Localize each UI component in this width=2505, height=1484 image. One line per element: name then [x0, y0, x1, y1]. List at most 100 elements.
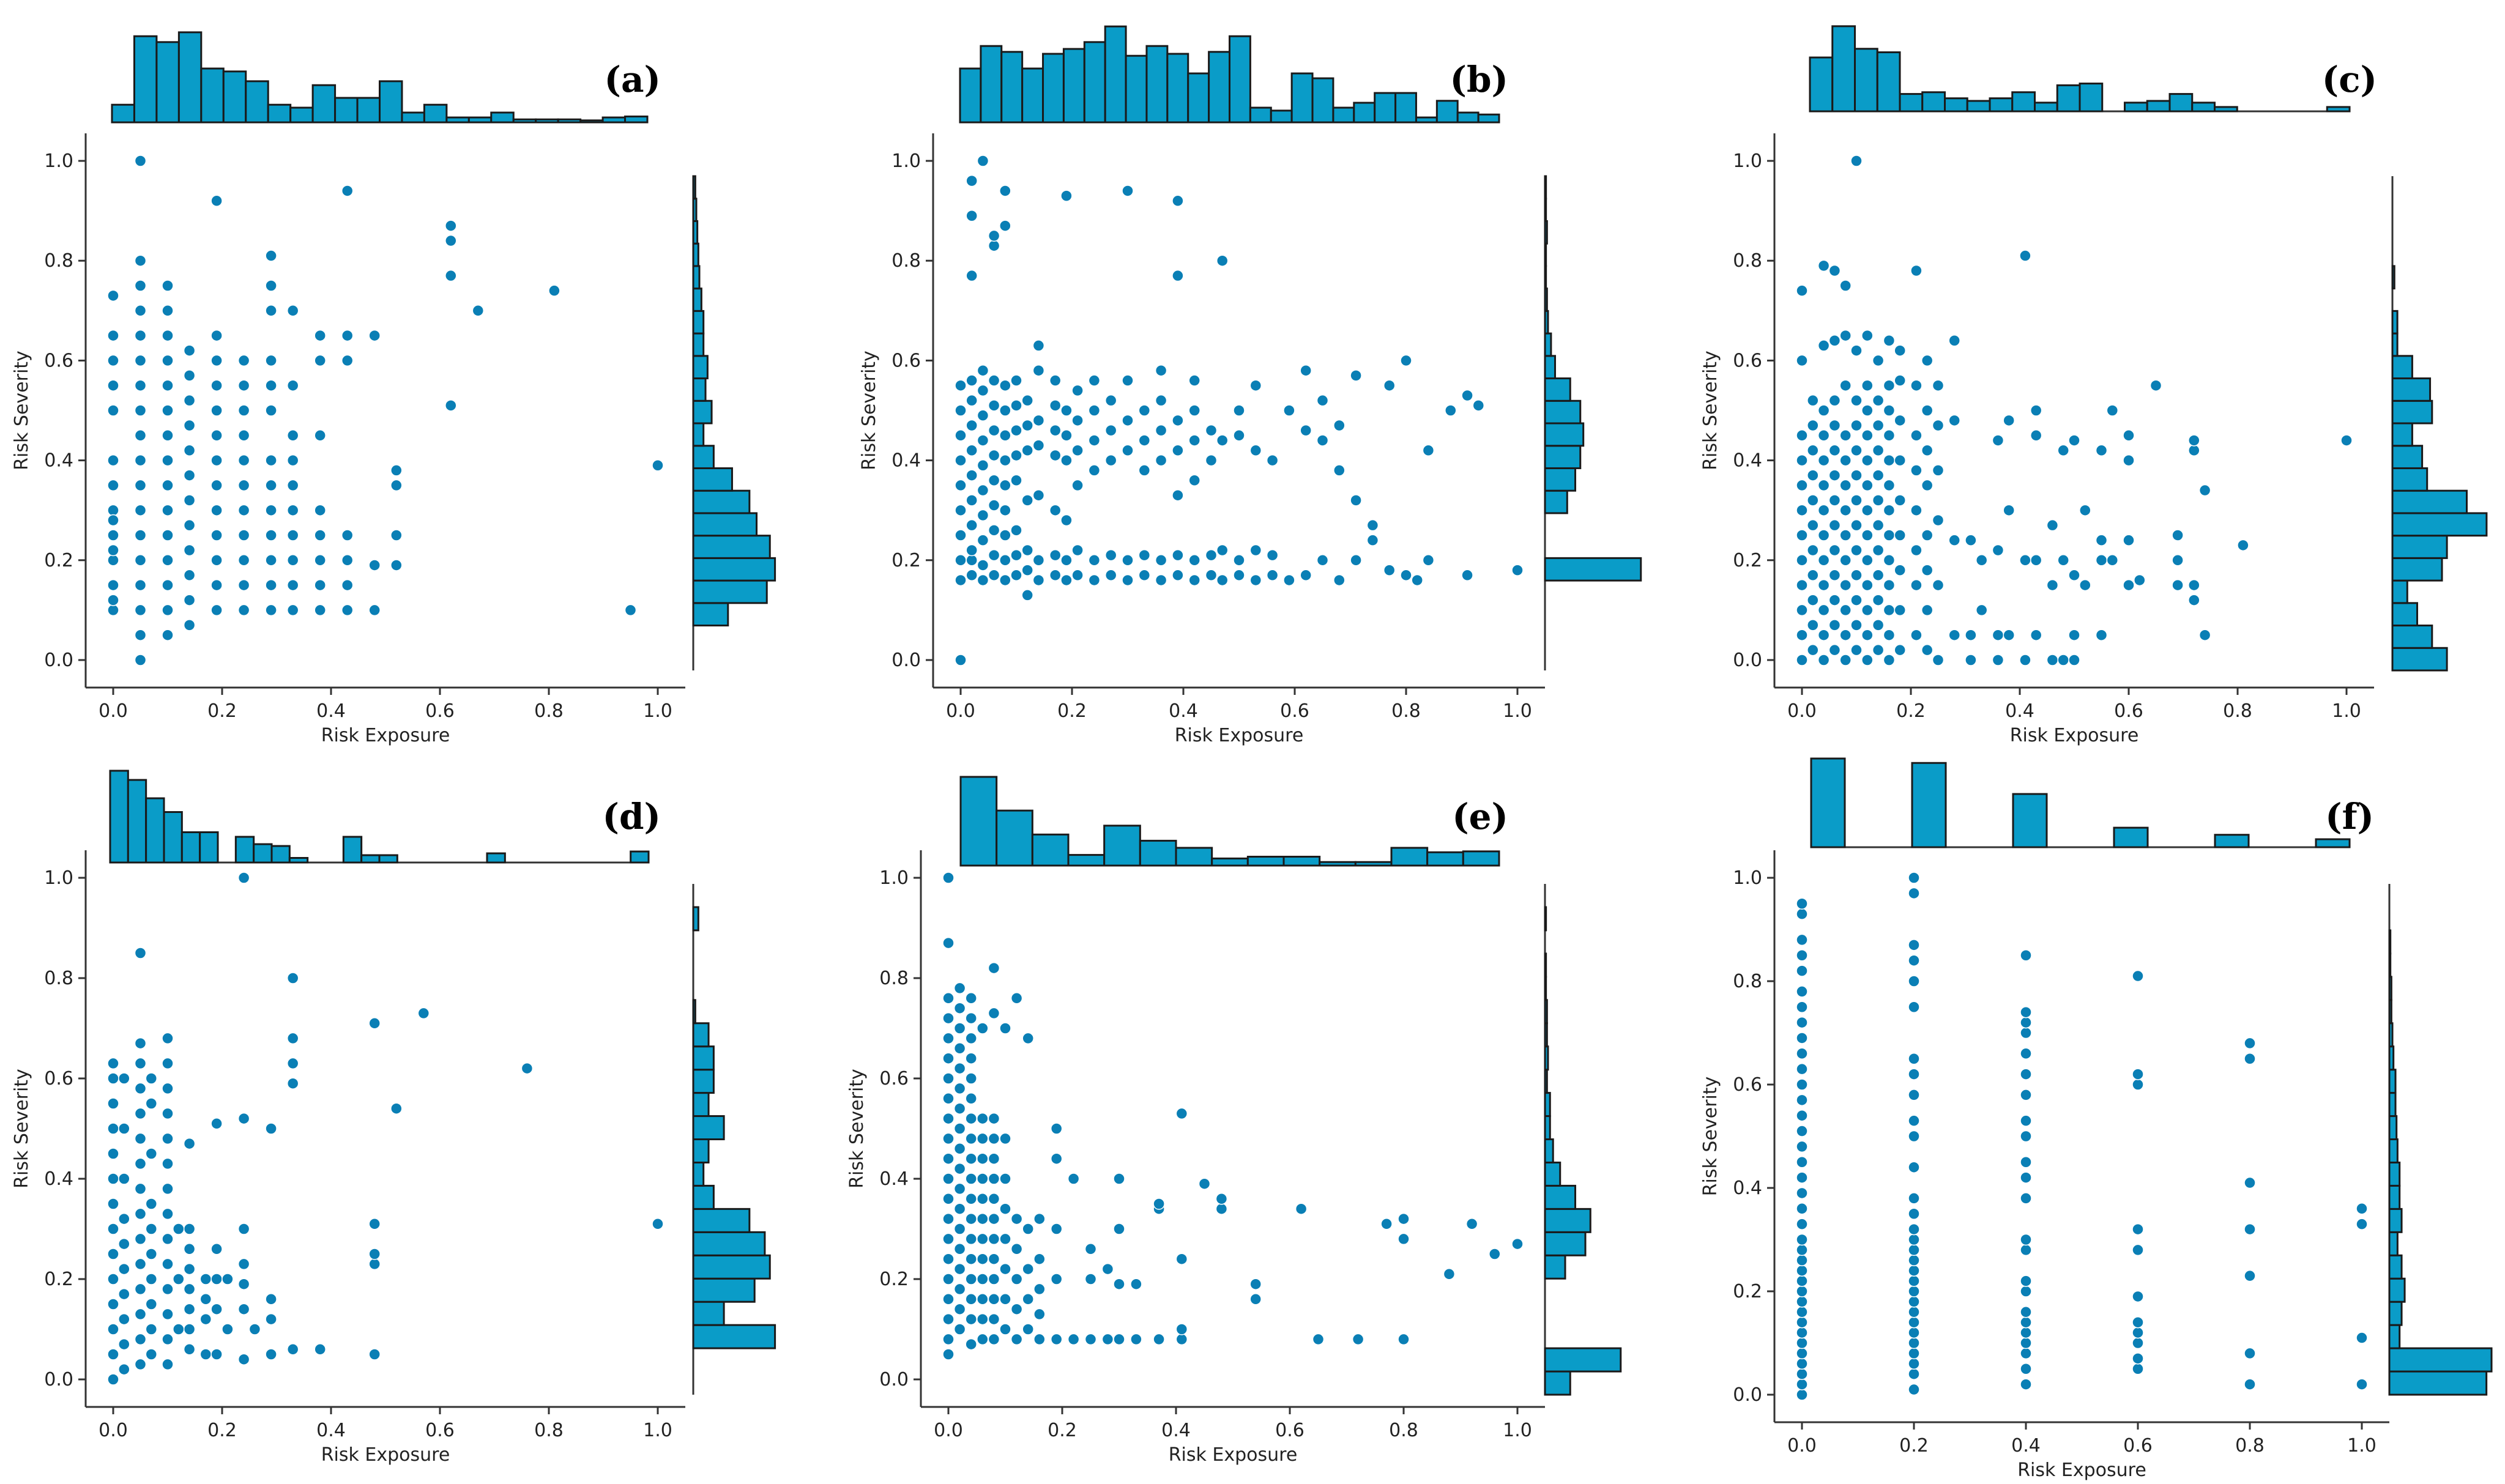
data-point [221, 1323, 234, 1335]
data-point [942, 1152, 955, 1165]
data-point [237, 504, 250, 516]
data-point [265, 305, 277, 317]
data-point [134, 379, 147, 391]
data-point [1921, 354, 1934, 367]
data-point [107, 544, 119, 557]
data-point [162, 1208, 174, 1220]
data-point [1050, 1152, 1063, 1165]
data-point [1807, 519, 1819, 532]
data-point [1883, 479, 1896, 492]
data-point [953, 1203, 966, 1215]
y-hist-bar [1544, 288, 1548, 312]
data-point [966, 494, 978, 506]
x-hist-bar [199, 831, 219, 864]
data-point [1122, 574, 1134, 587]
data-point [988, 549, 1000, 562]
data-point [162, 1258, 174, 1271]
data-point [2020, 1306, 2032, 1318]
x-tick-label: 0.6 [425, 700, 455, 722]
data-point [1921, 479, 1934, 492]
data-point [1796, 1063, 1808, 1075]
data-point [1908, 1130, 1920, 1143]
data-point [988, 1313, 1000, 1326]
x-hist-bar [2315, 838, 2351, 848]
x-hist-bar [490, 111, 515, 124]
data-point [1216, 434, 1229, 447]
data-point [1461, 569, 1473, 582]
data-point [314, 529, 326, 541]
data-point [1249, 444, 1262, 457]
data-point [1817, 259, 1830, 272]
y-hist-bar [692, 1161, 705, 1187]
data-point [1948, 414, 1960, 427]
y-tick-label: 0.6 [879, 1068, 909, 1089]
data-point [368, 329, 381, 342]
data-point [1049, 449, 1062, 462]
data-point [368, 604, 381, 617]
data-point [1333, 419, 1346, 432]
data-point [107, 604, 119, 617]
data-point [1861, 379, 1874, 391]
data-point [2172, 554, 2184, 566]
data-point [162, 1182, 174, 1195]
y-hist-bar [2388, 1277, 2406, 1303]
data-point [1883, 554, 1896, 566]
data-point [1188, 474, 1200, 486]
data-point [999, 574, 1011, 587]
data-point [953, 1102, 966, 1115]
data-point [1796, 965, 1808, 977]
data-point [390, 559, 403, 571]
data-point [134, 1107, 147, 1120]
data-point [1894, 494, 1906, 506]
y-hist-bar [1544, 1069, 1548, 1094]
data-point [107, 529, 119, 541]
data-point [988, 1193, 1000, 1205]
x-hist-bar [234, 836, 255, 864]
data-point [942, 1093, 955, 1105]
y-tick-label: 0.0 [1733, 650, 1762, 671]
x-hist-bar [1989, 97, 2014, 113]
data-point [1104, 549, 1117, 562]
data-point [162, 579, 174, 592]
data-point [999, 504, 1011, 516]
data-point [2020, 1326, 2032, 1339]
data-point [2030, 629, 2042, 641]
y-hist-bar [692, 310, 705, 335]
data-point [1796, 1347, 1808, 1360]
data-point [1796, 354, 1808, 367]
data-point [1216, 544, 1229, 557]
x-hist-bar [200, 67, 225, 124]
x-hist-bar [1854, 48, 1878, 113]
data-point [1807, 544, 1819, 557]
data-point [1010, 1273, 1023, 1285]
x-tick-label: 0.2 [1057, 700, 1087, 722]
data-point [988, 1233, 1000, 1245]
data-point [445, 220, 457, 232]
x-hist-bar [2012, 793, 2048, 848]
data-point [341, 329, 354, 342]
data-point [977, 1132, 989, 1145]
data-point [1908, 1053, 1920, 1065]
y-tick-label: 0.0 [879, 1369, 909, 1390]
x-hist-bar [959, 776, 998, 867]
data-point [265, 604, 277, 617]
data-point [988, 524, 1000, 536]
data-point [1033, 1333, 1046, 1346]
data-point [1861, 579, 1874, 592]
data-point [2132, 1290, 2144, 1303]
data-point [314, 579, 326, 592]
data-point [2123, 454, 2135, 467]
data-point [1828, 335, 1841, 347]
data-point [1828, 419, 1841, 432]
data-point [173, 1323, 185, 1335]
data-point [1138, 464, 1151, 477]
y-tick-label: 0.0 [44, 650, 73, 671]
y-hist-bar [2388, 1092, 2397, 1118]
x-hist-bar [1211, 857, 1249, 867]
data-point [1796, 1001, 1808, 1013]
data-point [1088, 434, 1101, 447]
data-point [977, 409, 989, 421]
data-point [1817, 504, 1830, 516]
data-point [2020, 1347, 2032, 1360]
y-hist-bar [2391, 557, 2443, 582]
